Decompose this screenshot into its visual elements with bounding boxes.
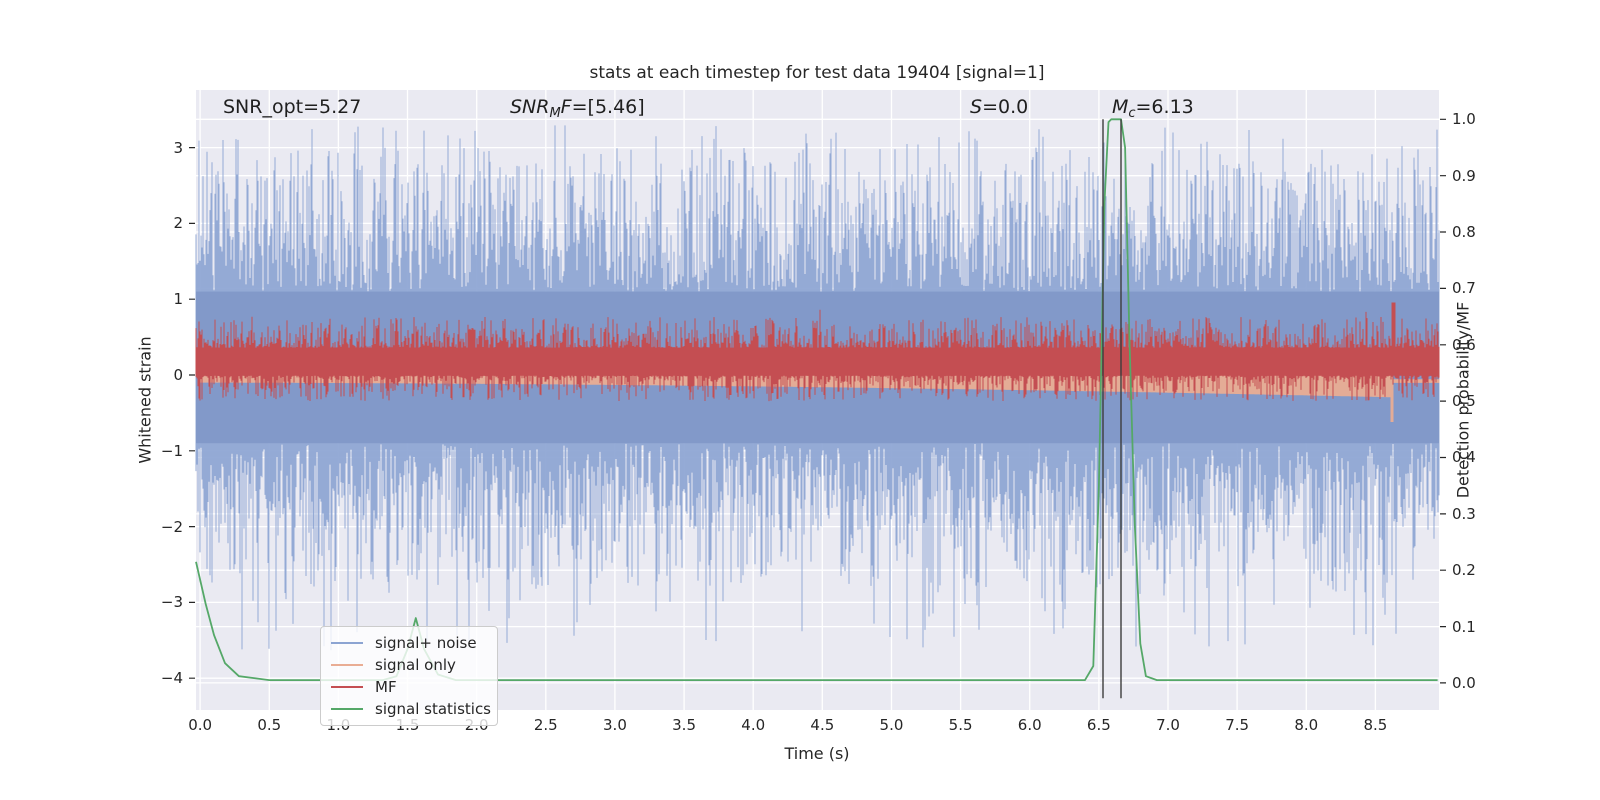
axis-tick-marks [189, 118, 1446, 684]
tick-label: −4 [160, 669, 183, 688]
signal-noise-line-swatch-icon [331, 642, 363, 644]
tick-label: 4.0 [741, 716, 766, 734]
chart-title: stats at each timestep for test data 194… [589, 63, 1045, 83]
legend-item-mf: MF [331, 678, 487, 696]
tick-label: 0.6 [1452, 335, 1476, 354]
tick-label: 5.5 [948, 716, 973, 734]
legend-label: signal only [375, 656, 456, 674]
tick-label: 2.5 [533, 716, 558, 734]
tick-label: 1 [173, 290, 183, 309]
tick-label: 3.5 [672, 716, 696, 734]
tick-label: 0.5 [1452, 392, 1476, 411]
tick-label: 8.5 [1363, 716, 1388, 734]
tick-label: 0.7 [1452, 279, 1476, 298]
tick-label: 0 [173, 365, 183, 384]
legend-label: MF [375, 678, 397, 696]
annotation-text: M [549, 106, 561, 121]
x-axis-label: Time (s) [784, 744, 850, 763]
tick-label: 0.4 [1452, 448, 1476, 467]
annotation-text: SNR_opt=5.27 [222, 96, 362, 118]
annotation-text: =0.0 [982, 96, 1029, 118]
legend-item-signal-only: signal only [331, 656, 487, 674]
tick-label: 8.0 [1294, 716, 1319, 734]
annotation-snr_mf: SNRMF=[5.46] [510, 96, 645, 121]
signal-statistics-line-swatch-icon [331, 708, 363, 710]
tick-label: 0.2 [1452, 561, 1476, 580]
tick-label: 0.1 [1452, 617, 1476, 636]
annotation-text: S [970, 96, 983, 118]
signal-only-line-swatch-icon [331, 664, 363, 666]
tick-label: 1.0 [1452, 110, 1476, 129]
tick-label: −1 [160, 441, 183, 460]
annotation-text: F [560, 96, 572, 118]
annotation-snr_opt: SNR_opt=5.27 [223, 96, 361, 118]
tick-label: 0.8 [1452, 223, 1476, 242]
annotation-text: c [1128, 106, 1136, 121]
mf-series [195, 302, 1440, 402]
tick-label: 0.9 [1452, 166, 1476, 185]
tick-label: 5.0 [879, 716, 904, 734]
tick-label: 7.0 [1156, 716, 1180, 734]
annotation-text: =[5.46] [571, 96, 645, 118]
legend-label: signal+ noise [375, 634, 477, 652]
tick-label: 4.5 [810, 716, 835, 734]
tick-label: 6.5 [1086, 716, 1111, 734]
tick-label: 6.0 [1017, 716, 1042, 734]
y-axis-label-left: Whitened strain [135, 336, 155, 464]
tick-label: 7.5 [1225, 716, 1250, 734]
legend-label: signal statistics [375, 700, 492, 718]
annotation-mc: Mc=6.13 [1112, 96, 1194, 121]
tick-label: 3.0 [603, 716, 627, 734]
annotation-text: SNR [509, 96, 550, 118]
tick-label: 0.5 [257, 716, 282, 734]
tick-label: −2 [160, 517, 183, 536]
annotation-text: M [1111, 96, 1129, 118]
annotation-text: =6.13 [1135, 96, 1194, 118]
tick-label: 0.3 [1452, 504, 1476, 523]
tick-label: −3 [160, 593, 183, 612]
tick-label: 2 [173, 214, 183, 233]
tick-label: 0.0 [1452, 673, 1476, 692]
signal-statistics-series [195, 118, 1438, 681]
legend-item-signal-statistics: signal statistics [331, 700, 491, 718]
legend-item-signal-noise: signal+ noise [331, 634, 487, 652]
mf-line-swatch-icon [331, 686, 363, 688]
tick-label: 0.0 [188, 716, 213, 734]
annotation-s: S=0.0 [970, 96, 1028, 118]
tick-label: 3 [173, 138, 183, 157]
legend: signal+ noise signal only MF signal stat… [320, 626, 498, 726]
